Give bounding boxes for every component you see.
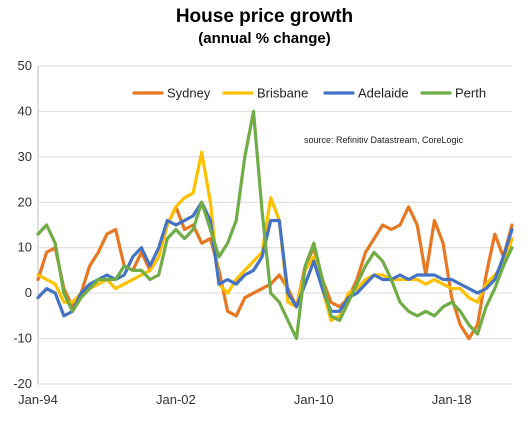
x-tick-label: Jan-02: [156, 392, 196, 407]
legend: Sydney Brisbane Adelaide Perth: [132, 86, 486, 101]
gridlines: [38, 65, 512, 385]
y-tick-label: 20: [18, 194, 32, 209]
source-note: source: Refinitiv Datastream, CoreLogic: [304, 135, 464, 145]
legend-label-brisbane: Brisbane: [257, 86, 308, 101]
x-tick-label: Jan-18: [432, 392, 472, 407]
legend-label-perth: Perth: [455, 86, 486, 101]
series-line-sydney: [36, 205, 514, 341]
chart-title: House price growth: [175, 6, 354, 27]
series-line-perth: [36, 109, 514, 341]
y-tick-label: 30: [18, 149, 32, 164]
y-tick-label: 40: [18, 103, 32, 118]
y-tick-label: 50: [18, 58, 32, 73]
legend-label-sydney: Sydney: [167, 86, 211, 101]
series-lines: [36, 109, 514, 341]
y-tick-label: -20: [13, 376, 32, 391]
y-tick-label: 0: [25, 285, 32, 300]
x-tick-label: Jan-10: [294, 392, 334, 407]
y-tick-label: 10: [18, 240, 32, 255]
y-tick-label: -10: [13, 331, 32, 346]
legend-label-adelaide: Adelaide: [358, 86, 409, 101]
chart-subtitle: (annual % change): [198, 30, 331, 47]
series-line-brisbane: [36, 150, 514, 322]
x-tick-label: Jan-94: [18, 392, 58, 407]
